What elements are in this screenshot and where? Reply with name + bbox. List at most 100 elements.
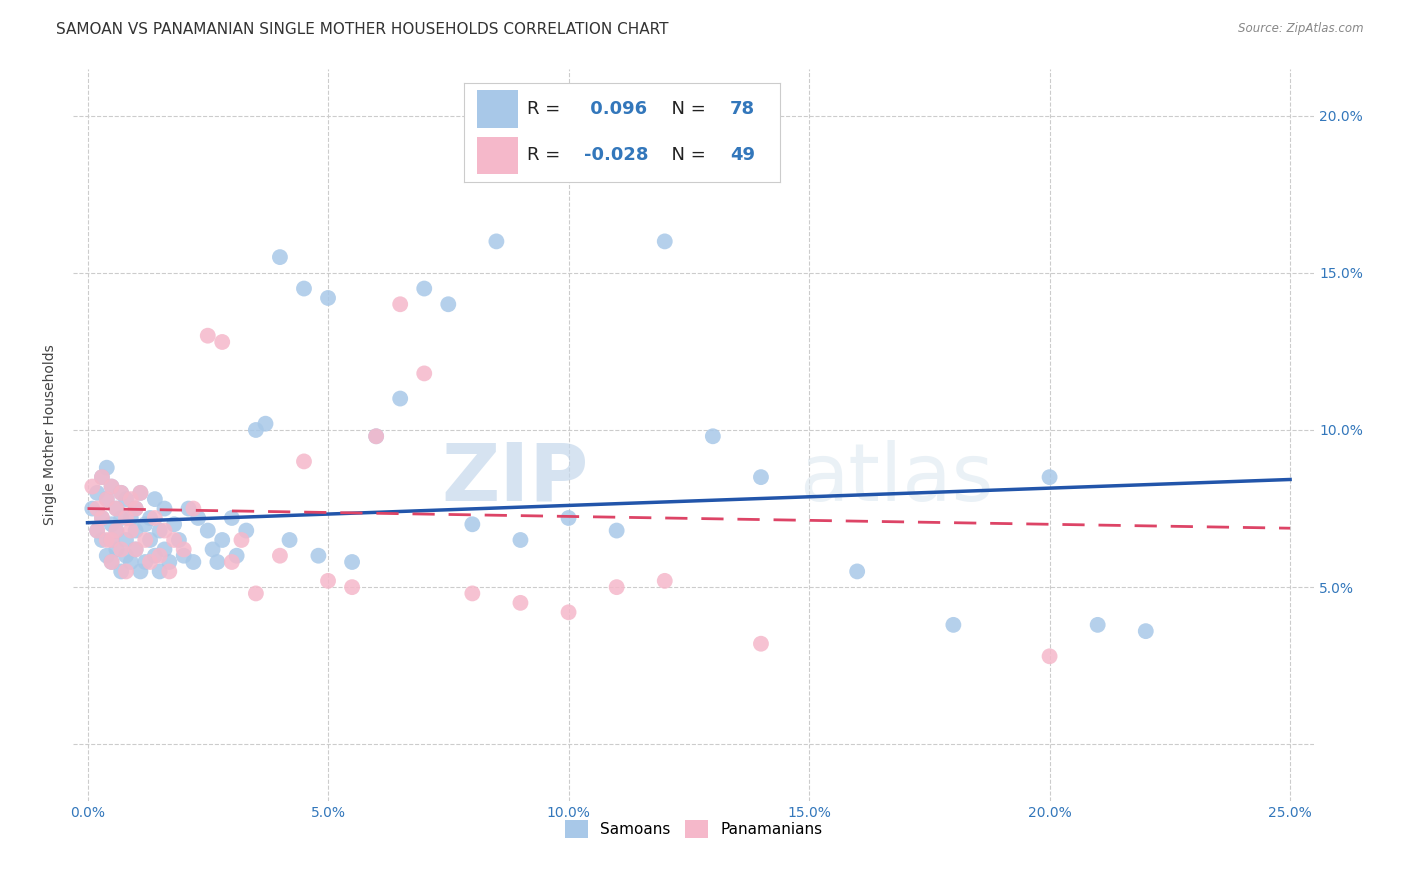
Point <box>115 549 138 563</box>
Point <box>115 492 138 507</box>
Point <box>153 542 176 557</box>
Point <box>254 417 277 431</box>
Point <box>82 501 104 516</box>
Point <box>366 429 388 443</box>
Point <box>1135 624 1157 639</box>
Point <box>105 524 128 538</box>
Point <box>86 524 108 538</box>
Point <box>110 511 132 525</box>
Point <box>139 533 162 547</box>
Point <box>110 565 132 579</box>
Point <box>124 501 146 516</box>
Point <box>269 549 291 563</box>
Point <box>82 479 104 493</box>
Point <box>557 605 579 619</box>
Point <box>153 501 176 516</box>
Point <box>134 555 156 569</box>
Point <box>100 517 122 532</box>
Point <box>173 542 195 557</box>
Point <box>413 281 436 295</box>
Point <box>120 511 142 525</box>
Point <box>702 429 724 443</box>
Point <box>1087 618 1109 632</box>
Point <box>183 501 205 516</box>
Point <box>163 517 186 532</box>
Point <box>91 470 114 484</box>
Point <box>143 492 166 507</box>
Point <box>942 618 965 632</box>
Point <box>366 429 388 443</box>
Point <box>124 524 146 538</box>
Point <box>316 574 339 588</box>
Point <box>86 486 108 500</box>
Point <box>1038 649 1060 664</box>
Point <box>129 486 152 500</box>
Point <box>235 524 257 538</box>
Point <box>143 511 166 525</box>
Point <box>115 533 138 547</box>
Point <box>1038 470 1060 484</box>
Point <box>124 501 146 516</box>
Text: ZIP: ZIP <box>441 440 588 517</box>
Point <box>134 517 156 532</box>
Point <box>177 501 200 516</box>
Point <box>157 555 180 569</box>
Point <box>654 235 676 249</box>
Point <box>278 533 301 547</box>
Point <box>245 423 267 437</box>
Point <box>606 524 628 538</box>
Point <box>211 533 233 547</box>
Point <box>115 511 138 525</box>
Point <box>120 492 142 507</box>
Point <box>105 501 128 516</box>
Point <box>413 367 436 381</box>
Point <box>509 533 531 547</box>
Text: SAMOAN VS PANAMANIAN SINGLE MOTHER HOUSEHOLDS CORRELATION CHART: SAMOAN VS PANAMANIAN SINGLE MOTHER HOUSE… <box>56 22 669 37</box>
Point <box>157 565 180 579</box>
Point <box>340 580 363 594</box>
Point <box>173 549 195 563</box>
Point <box>105 501 128 516</box>
Point <box>389 392 412 406</box>
Point <box>149 565 172 579</box>
Point <box>167 533 190 547</box>
Point <box>201 542 224 557</box>
Point <box>183 555 205 569</box>
Point <box>316 291 339 305</box>
Point <box>129 486 152 500</box>
Point <box>389 297 412 311</box>
Point <box>100 533 122 547</box>
Point <box>197 328 219 343</box>
Point <box>461 517 484 532</box>
Point <box>606 580 628 594</box>
Point <box>207 555 229 569</box>
Point <box>846 565 869 579</box>
Point <box>143 549 166 563</box>
Point <box>292 454 315 468</box>
Point <box>100 533 122 547</box>
Point <box>110 486 132 500</box>
Point <box>221 555 243 569</box>
Point <box>86 501 108 516</box>
Point <box>120 524 142 538</box>
Text: Source: ZipAtlas.com: Source: ZipAtlas.com <box>1239 22 1364 36</box>
Point <box>105 542 128 557</box>
Point <box>91 533 114 547</box>
Y-axis label: Single Mother Households: Single Mother Households <box>44 344 58 525</box>
Point <box>153 524 176 538</box>
Point <box>163 533 186 547</box>
Point <box>340 555 363 569</box>
Point <box>557 511 579 525</box>
Point <box>149 549 172 563</box>
Point <box>749 470 772 484</box>
Point <box>115 565 138 579</box>
Point <box>105 524 128 538</box>
Point <box>124 542 146 557</box>
Point <box>221 511 243 525</box>
Point <box>269 250 291 264</box>
Point <box>96 460 118 475</box>
Point <box>100 555 122 569</box>
Point <box>120 555 142 569</box>
Point <box>96 533 118 547</box>
Point <box>292 281 315 295</box>
